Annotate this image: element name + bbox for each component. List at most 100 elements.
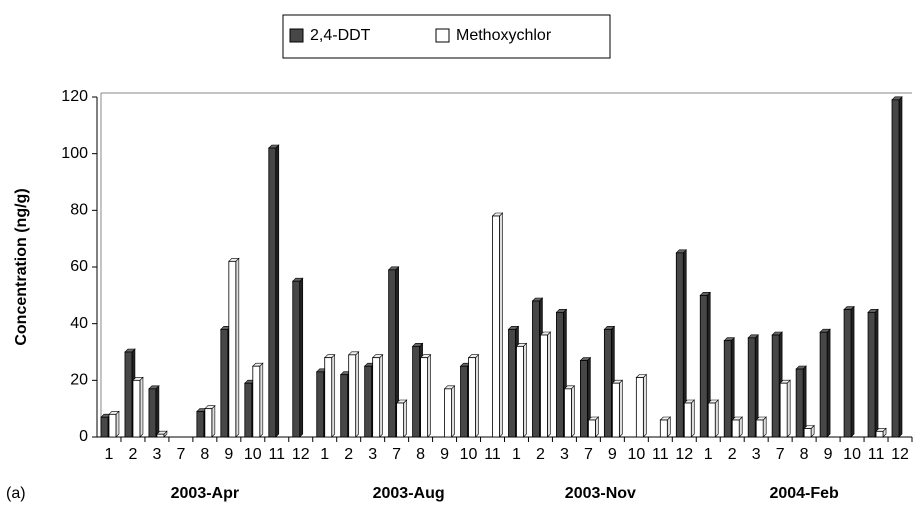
bar-face — [420, 357, 429, 438]
x-tick-label: 12 — [675, 446, 693, 463]
bar — [683, 399, 696, 438]
bar-face — [340, 374, 349, 438]
bar — [579, 356, 592, 438]
x-tick-label: 12 — [292, 446, 310, 463]
bar — [867, 308, 879, 438]
bar — [108, 410, 120, 438]
bar — [755, 416, 767, 438]
x-tick-label: 11 — [268, 446, 285, 463]
bar-face — [396, 402, 405, 438]
bar-face — [379, 353, 383, 438]
x-tick-label: 9 — [824, 446, 833, 463]
x-tick-label: 2 — [129, 446, 138, 463]
x-tick-label: 3 — [752, 446, 761, 463]
bar-face — [619, 379, 623, 438]
bar — [699, 291, 711, 438]
bar — [443, 385, 456, 438]
y-tick-label: 60 — [70, 258, 88, 275]
bar — [228, 257, 240, 438]
bar-face — [898, 96, 903, 438]
group-label: 2004-Feb — [769, 485, 839, 502]
bar — [268, 144, 280, 438]
x-tick-label: 2 — [536, 446, 545, 463]
bar-face — [155, 385, 160, 438]
x-tick-label: 3 — [560, 446, 569, 463]
bar-face — [738, 416, 743, 438]
bar-face — [595, 416, 599, 438]
bar-face — [516, 345, 524, 438]
bar-face — [690, 399, 695, 438]
y-axis-label: Concentration (ng/g) — [13, 188, 30, 345]
y-tick-label: 20 — [70, 372, 88, 389]
bar-face — [211, 404, 216, 438]
x-tick-label: 8 — [800, 446, 809, 463]
x-tick-label: 3 — [152, 446, 161, 463]
bar — [819, 328, 831, 438]
bar-face — [220, 328, 229, 438]
bar-face — [707, 402, 716, 438]
bar-face — [275, 144, 280, 438]
x-tick-label: 1 — [105, 446, 114, 463]
bar-face — [364, 365, 373, 438]
bar-face — [819, 331, 828, 438]
bar-face — [475, 353, 479, 438]
x-tick-label: 2 — [344, 446, 353, 463]
bar-face — [139, 376, 144, 438]
x-tick-label: 9 — [440, 446, 449, 463]
legend-label: Methoxychlor — [456, 27, 552, 44]
bar-face — [460, 365, 468, 438]
bar-face — [499, 212, 503, 438]
bar — [611, 379, 624, 438]
bar-face — [115, 410, 120, 438]
bar-face — [603, 328, 612, 438]
bar — [587, 416, 600, 438]
bar-face — [228, 260, 237, 438]
bar-face — [316, 371, 325, 438]
bar — [491, 212, 504, 438]
bar-face — [299, 277, 304, 438]
bar-face — [355, 351, 359, 438]
bar-face — [635, 377, 644, 438]
bar-face — [324, 357, 333, 438]
x-tick-label: 7 — [392, 446, 401, 463]
bar — [515, 342, 528, 438]
bar-face — [124, 351, 133, 438]
y-tick-label: 80 — [70, 202, 88, 219]
group-label: 2003-Nov — [565, 485, 636, 502]
bar-face — [826, 328, 831, 438]
y-tick-label: 100 — [61, 145, 88, 162]
x-tick-label: 9 — [608, 446, 617, 463]
bar-face — [786, 379, 791, 438]
bar-face — [795, 368, 804, 438]
bar-face — [523, 342, 527, 438]
group-label: 2003-Apr — [171, 485, 239, 502]
bar-face — [204, 408, 213, 438]
bar — [204, 404, 216, 438]
x-tick-label: 7 — [176, 446, 185, 463]
bar-face — [587, 419, 596, 438]
bar-face — [675, 252, 684, 438]
panel-label: (a) — [6, 485, 26, 502]
bar-face — [802, 365, 807, 438]
x-tick-label: 1 — [704, 446, 713, 463]
bar-face — [372, 357, 381, 438]
x-tick-label: 11 — [868, 446, 885, 463]
bar — [707, 399, 719, 438]
x-tick-label: 11 — [652, 446, 669, 463]
bar-face — [771, 334, 780, 438]
bar — [891, 96, 903, 438]
bar — [635, 373, 648, 438]
bar-face — [403, 399, 407, 438]
bar-face — [331, 353, 336, 438]
bar-face — [259, 362, 264, 438]
x-tick-label: 7 — [584, 446, 593, 463]
bar-face — [874, 308, 879, 438]
bar-face — [850, 305, 855, 438]
bar — [779, 379, 791, 438]
bar-face — [803, 428, 812, 438]
bar — [659, 416, 672, 438]
bar-face — [571, 385, 575, 438]
bar — [419, 353, 432, 438]
bar-face — [723, 340, 732, 438]
bar — [132, 376, 144, 438]
